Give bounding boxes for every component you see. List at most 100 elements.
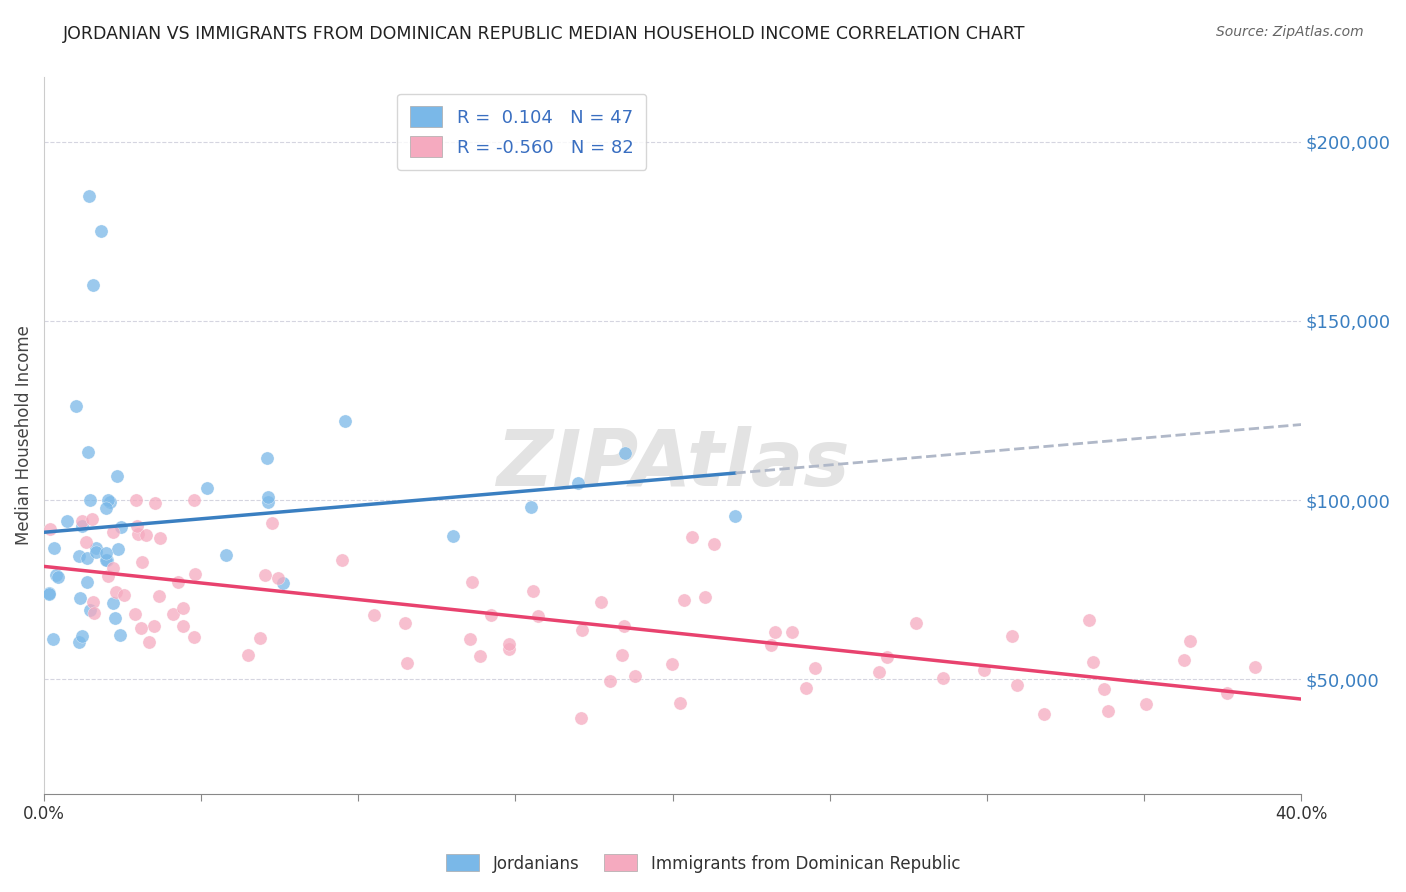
Point bbox=[1078, 613, 1101, 627]
Point bbox=[267, 571, 290, 585]
Point bbox=[589, 595, 612, 609]
Point bbox=[256, 451, 278, 466]
Point bbox=[82, 278, 104, 293]
Point bbox=[45, 568, 67, 582]
Point bbox=[1173, 653, 1195, 667]
Point bbox=[681, 531, 703, 545]
Point bbox=[441, 529, 464, 543]
Point bbox=[522, 583, 544, 598]
Point bbox=[39, 522, 62, 536]
Point bbox=[498, 642, 520, 657]
Point bbox=[610, 648, 633, 662]
Point bbox=[80, 511, 103, 525]
Point bbox=[569, 711, 592, 725]
Point bbox=[76, 575, 98, 590]
Point bbox=[693, 590, 716, 604]
Point bbox=[75, 534, 97, 549]
Legend: Jordanians, Immigrants from Dominican Republic: Jordanians, Immigrants from Dominican Re… bbox=[439, 847, 967, 880]
Point bbox=[148, 589, 170, 603]
Point bbox=[84, 541, 107, 556]
Point bbox=[1005, 678, 1028, 692]
Point bbox=[520, 500, 543, 514]
Point bbox=[273, 575, 295, 590]
Point bbox=[77, 445, 100, 459]
Point bbox=[257, 495, 280, 509]
Point bbox=[96, 492, 118, 507]
Point bbox=[84, 545, 107, 559]
Point bbox=[614, 446, 637, 460]
Point bbox=[183, 493, 205, 508]
Point bbox=[868, 665, 890, 680]
Point bbox=[70, 629, 93, 643]
Point bbox=[461, 574, 484, 589]
Point bbox=[623, 669, 645, 683]
Point bbox=[83, 606, 105, 620]
Point bbox=[70, 519, 93, 533]
Point bbox=[138, 635, 160, 649]
Point bbox=[1244, 660, 1267, 674]
Point bbox=[70, 514, 93, 528]
Point bbox=[94, 546, 117, 560]
Point bbox=[249, 631, 271, 645]
Point bbox=[135, 528, 157, 542]
Point bbox=[76, 551, 98, 566]
Point bbox=[759, 638, 782, 652]
Point bbox=[108, 628, 131, 642]
Point bbox=[184, 566, 207, 581]
Point bbox=[41, 632, 63, 646]
Point bbox=[973, 664, 995, 678]
Point bbox=[56, 514, 79, 528]
Point bbox=[599, 674, 621, 689]
Point bbox=[46, 570, 69, 584]
Point bbox=[172, 619, 194, 633]
Point bbox=[114, 588, 136, 602]
Point bbox=[101, 561, 124, 575]
Point bbox=[162, 607, 184, 621]
Point bbox=[672, 593, 695, 607]
Point bbox=[103, 611, 125, 625]
Y-axis label: Median Household Income: Median Household Income bbox=[15, 326, 32, 546]
Point bbox=[82, 595, 104, 609]
Point bbox=[172, 601, 194, 615]
Point bbox=[363, 608, 385, 623]
Point bbox=[149, 532, 172, 546]
Point bbox=[932, 671, 955, 685]
Point bbox=[876, 649, 898, 664]
Point bbox=[458, 632, 481, 646]
Point bbox=[79, 492, 101, 507]
Point bbox=[780, 624, 803, 639]
Point bbox=[214, 548, 236, 562]
Point bbox=[143, 496, 166, 510]
Point bbox=[763, 624, 786, 639]
Point bbox=[101, 595, 124, 609]
Legend: R =  0.104   N = 47, R = -0.560   N = 82: R = 0.104 N = 47, R = -0.560 N = 82 bbox=[398, 94, 647, 169]
Point bbox=[257, 490, 280, 504]
Point bbox=[703, 537, 725, 551]
Point bbox=[661, 657, 683, 672]
Point bbox=[77, 188, 100, 202]
Point bbox=[107, 541, 129, 556]
Point bbox=[1178, 634, 1201, 648]
Point bbox=[794, 681, 817, 695]
Point bbox=[254, 567, 277, 582]
Point bbox=[1092, 682, 1115, 697]
Point bbox=[1135, 697, 1157, 711]
Point bbox=[527, 608, 550, 623]
Point bbox=[125, 519, 148, 533]
Point bbox=[1032, 706, 1054, 721]
Point bbox=[110, 520, 132, 534]
Point bbox=[94, 553, 117, 567]
Point bbox=[468, 649, 491, 664]
Point bbox=[1097, 705, 1119, 719]
Point bbox=[65, 399, 87, 413]
Point bbox=[105, 585, 128, 599]
Point bbox=[395, 656, 418, 670]
Point bbox=[98, 495, 121, 509]
Point bbox=[197, 481, 219, 495]
Point bbox=[613, 619, 636, 633]
Point bbox=[1215, 686, 1237, 700]
Point bbox=[567, 475, 589, 490]
Point bbox=[96, 553, 118, 567]
Text: JORDANIAN VS IMMIGRANTS FROM DOMINICAN REPUBLIC MEDIAN HOUSEHOLD INCOME CORRELAT: JORDANIAN VS IMMIGRANTS FROM DOMINICAN R… bbox=[63, 25, 1026, 43]
Point bbox=[38, 586, 60, 600]
